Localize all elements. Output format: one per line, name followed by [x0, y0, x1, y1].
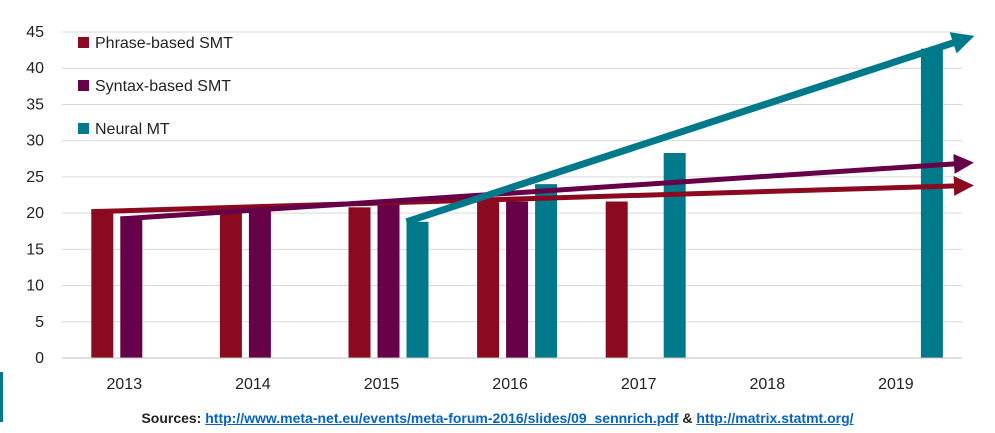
bar: [663, 152, 686, 358]
sources-label: Sources:: [141, 410, 202, 426]
y-tick-label: 35: [26, 96, 44, 113]
bar: [91, 211, 114, 358]
y-tick-label: 25: [26, 169, 44, 186]
bar: [406, 221, 429, 358]
legend-swatch: [78, 123, 89, 134]
chart: 0 5 10 15 20 25 30 35 40 45 2013 2014 2015 2016 2017 20…: [26, 24, 975, 393]
x-tick-label: 2017: [621, 376, 657, 393]
x-tick-label: 2015: [364, 376, 400, 393]
y-tick-label: 20: [26, 205, 44, 222]
bar: [248, 209, 271, 358]
trend-arrow: [405, 32, 975, 226]
bar: [377, 200, 400, 358]
sources-line: Sources: http://www.meta-net.eu/events/m…: [0, 410, 995, 426]
axes: 0 5 10 15 20 25 30 35 40 45 2013 2014 2015 2016 2017 20…: [26, 24, 962, 393]
x-tick-label: 2018: [750, 376, 786, 393]
bar: [535, 184, 558, 358]
left-accent-bar: [0, 372, 3, 422]
y-tick-label: 5: [35, 314, 44, 331]
source-link-statmt[interactable]: http://matrix.statmt.org/: [696, 410, 854, 426]
y-tick-label: 30: [26, 133, 44, 150]
bar: [477, 198, 500, 358]
x-tick-label: 2014: [235, 376, 271, 393]
y-tick-label: 15: [26, 241, 44, 258]
y-tick-label: 0: [35, 350, 44, 367]
sources-separator: &: [682, 410, 693, 426]
x-tick-label: 2019: [878, 376, 914, 393]
bar: [506, 201, 529, 358]
trend-arrows: [91, 32, 975, 226]
legend-swatch: [78, 37, 89, 48]
trend-arrow: [91, 175, 974, 215]
bar: [920, 48, 943, 358]
bars: [91, 48, 943, 358]
legend: Phrase-based SMT Syntax-based SMT Neural M…: [78, 35, 233, 138]
legend-swatch: [78, 80, 89, 91]
bar: [605, 201, 628, 358]
bar: [120, 218, 143, 358]
source-link-meta-net[interactable]: http://www.meta-net.eu/events/meta-forum…: [205, 410, 679, 426]
x-tick-label: 2013: [107, 376, 143, 393]
y-tick-label: 45: [26, 24, 44, 41]
y-tick-label: 10: [26, 278, 44, 295]
legend-label: Neural MT: [95, 121, 170, 138]
legend-label: Phrase-based SMT: [95, 35, 233, 52]
y-tick-label: 40: [26, 60, 44, 77]
x-tick-label: 2016: [492, 376, 528, 393]
trend-arrow: [120, 153, 974, 222]
bar: [348, 207, 371, 358]
bar: [219, 209, 242, 358]
legend-label: Syntax-based SMT: [95, 78, 231, 95]
